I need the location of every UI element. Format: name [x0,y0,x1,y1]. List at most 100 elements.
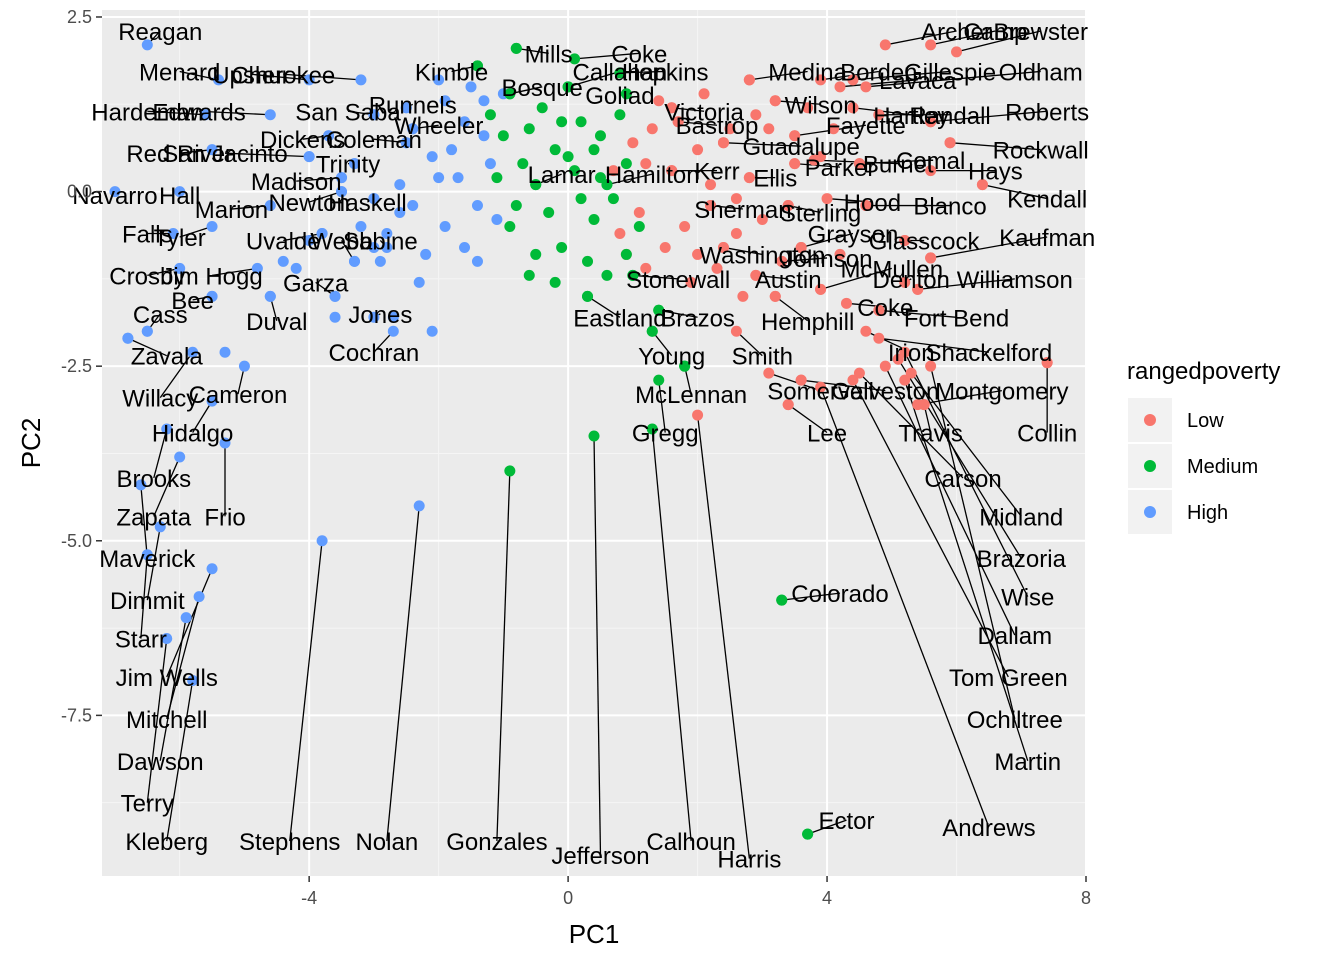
point-high [109,186,121,198]
label-connector [250,73,310,81]
point-low [627,137,639,149]
point-low [853,158,865,170]
point-low [672,116,684,128]
label-connector [982,183,1048,200]
y-axis-ticks: 2.5 0.0 -2.5 -5.0 -7.5 [61,7,102,725]
x-tick-label: 8 [1081,888,1091,908]
label-connector [800,232,854,249]
point-label: Edwards [152,99,245,126]
point-label: Starr [115,627,167,654]
point-label: Somervell [767,379,874,406]
point-high [394,207,406,219]
point-high [161,423,173,435]
point-high [219,437,231,449]
point-label: Roberts [1005,99,1089,126]
point-low [640,158,652,170]
label-connector [159,351,194,398]
label-connector [179,70,219,81]
point-high [381,241,393,253]
point-high [154,521,166,533]
point-high [206,144,218,156]
point-label: Gregg [632,421,699,448]
point-label: Willacy [122,386,198,413]
point-medium [646,423,658,435]
label-connector [386,505,420,842]
point-label: San Saba [295,99,401,126]
point-high [452,172,464,184]
point-low [692,144,704,156]
point-low [640,262,652,274]
point-medium [491,172,503,184]
point-high [446,144,458,156]
point-high [238,360,250,372]
point-label: Hardeman [91,99,203,126]
point-label: Ochiltree [967,707,1063,734]
point-low [730,325,742,337]
point-high [387,325,399,337]
point-label: Smith [732,344,793,371]
label-connector [127,337,168,357]
point-high [213,74,225,86]
point-medium [556,241,568,253]
point-low [828,123,840,135]
point-low [860,200,872,212]
point-label: Rockwall [993,138,1089,165]
label-connector [885,30,957,46]
point-label: Hartley [873,103,949,130]
point-high [206,290,218,302]
point-low [795,374,807,386]
point-low [925,165,937,177]
label-connector [567,70,621,88]
point-high [264,290,276,302]
point-label: Cochran [329,340,420,367]
label-connector [768,372,821,392]
point-high [161,633,173,645]
point-label: Hamilton [605,162,700,189]
point-low [730,227,742,239]
point-high [413,500,425,512]
point-medium [588,430,600,442]
point-low [815,381,827,393]
point-medium [504,88,516,100]
point-label: Crosby [109,263,185,290]
point-medium [633,221,645,232]
point-high [400,102,412,114]
point-medium [575,116,587,128]
y-axis-title: PC2 [16,418,46,469]
point-low [879,360,891,372]
point-medium [620,248,632,260]
point-label: Montgomery [935,379,1068,406]
point-high [336,186,348,198]
label-connector [146,526,161,601]
point-low [976,179,988,191]
point-low [769,95,781,107]
point-high [478,95,490,107]
point-medium [569,165,581,177]
label-connector [658,380,666,433]
point-label: Gonzales [446,829,547,856]
label-connector [930,236,1048,259]
label-connector [146,638,168,803]
label-connector [819,386,990,828]
point-label: Midland [979,504,1063,531]
point-low [782,399,794,411]
point-medium [594,130,606,142]
label-connector [159,617,187,761]
label-connector [930,30,996,46]
point-label: Dallam [977,623,1052,650]
point-label: Wilson [785,92,857,119]
point-high [478,130,490,142]
point-medium [497,130,509,142]
point-medium [556,116,568,128]
point-medium [536,102,548,114]
point-high [303,151,315,163]
point-label: Cass [133,302,188,329]
point-label: Newton [268,190,349,217]
x-tick-label: -4 [301,888,317,908]
label-connector [308,190,342,203]
point-low [834,248,846,260]
label-connector [289,540,323,842]
point-label: Andrews [942,815,1035,842]
point-high [368,241,380,253]
